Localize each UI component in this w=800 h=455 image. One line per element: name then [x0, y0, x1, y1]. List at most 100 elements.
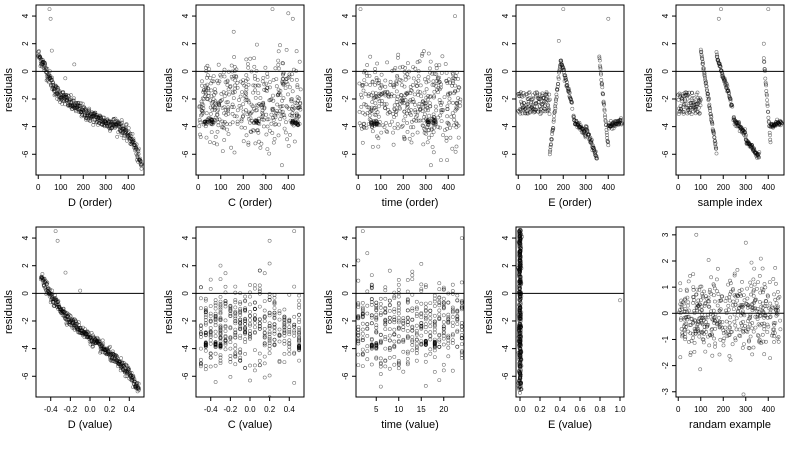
data-point — [432, 82, 437, 87]
data-point — [254, 42, 259, 47]
data-point — [273, 111, 278, 115]
data-point — [597, 54, 602, 59]
data-point — [619, 116, 623, 121]
data-point — [198, 357, 203, 362]
data-point — [47, 80, 52, 85]
data-point — [415, 130, 420, 135]
data-point — [413, 102, 417, 107]
data-point — [432, 304, 437, 308]
data-point — [267, 151, 272, 156]
data-point — [718, 298, 723, 303]
data-point — [267, 310, 272, 315]
data-point — [518, 364, 523, 369]
data-point — [134, 151, 139, 156]
data-point — [748, 316, 753, 320]
data-point — [531, 93, 535, 98]
data-point — [454, 144, 459, 149]
data-point — [248, 309, 252, 314]
data-point — [50, 75, 54, 80]
data-point — [274, 84, 279, 89]
data-point — [383, 78, 388, 83]
data-point — [213, 306, 218, 311]
data-point — [230, 120, 235, 125]
data-point — [410, 339, 415, 344]
data-point — [554, 95, 559, 100]
y-tick-label: 0 — [661, 311, 670, 316]
y-tick-label: 2 — [661, 41, 670, 46]
data-point — [700, 312, 704, 317]
data-point — [764, 83, 769, 88]
data-point — [223, 325, 228, 329]
x-tick-label: 1.0 — [614, 405, 626, 414]
data-point — [519, 387, 523, 392]
data-point — [459, 353, 464, 358]
data-point — [71, 98, 76, 103]
y-tick-label: 0 — [661, 69, 670, 74]
data-point — [455, 100, 460, 105]
data-point — [272, 315, 277, 320]
data-point — [410, 343, 415, 347]
data-point — [686, 303, 690, 308]
data-point — [115, 356, 120, 361]
data-point — [708, 108, 713, 113]
data-point — [704, 329, 709, 334]
data-point — [401, 325, 406, 330]
data-point — [240, 114, 245, 119]
data-point — [282, 325, 287, 329]
data-point — [278, 93, 283, 97]
data-point — [763, 298, 768, 303]
data-point — [281, 61, 286, 66]
data-point — [518, 306, 523, 311]
data-point — [392, 362, 397, 367]
data-point — [714, 146, 719, 151]
data-point — [683, 337, 688, 342]
data-point — [396, 302, 401, 307]
data-point — [741, 392, 746, 397]
data-point — [548, 144, 553, 149]
data-point — [427, 66, 432, 71]
data-point — [428, 337, 433, 342]
data-point — [451, 123, 456, 128]
data-point — [442, 95, 447, 100]
data-point — [267, 351, 272, 356]
data-point — [459, 356, 464, 360]
data-point — [243, 365, 248, 370]
data-point — [517, 355, 522, 360]
data-point — [688, 353, 693, 357]
data-point — [679, 316, 683, 321]
data-point — [218, 326, 223, 331]
data-point — [246, 82, 251, 87]
data-point — [738, 334, 743, 338]
data-point — [379, 72, 384, 77]
data-point — [124, 122, 128, 127]
data-point — [452, 91, 457, 96]
data-point — [297, 358, 302, 363]
data-point — [267, 332, 272, 336]
data-point — [211, 74, 216, 79]
data-point — [739, 293, 744, 298]
data-point — [459, 304, 464, 309]
data-point — [679, 302, 684, 307]
data-point — [453, 14, 457, 19]
data-point — [270, 131, 275, 135]
points-c-value — [198, 229, 302, 397]
data-point — [392, 327, 397, 332]
data-point — [360, 338, 365, 343]
data-point — [698, 298, 703, 303]
data-point — [410, 269, 415, 274]
x-tick-label: 0.4 — [554, 405, 566, 414]
y-tick-label: 2 — [501, 263, 510, 268]
data-point — [233, 309, 238, 314]
data-point — [409, 108, 413, 112]
x-tick-label: 200 — [717, 183, 731, 192]
data-point — [455, 329, 460, 334]
data-point — [298, 107, 303, 112]
data-point — [234, 114, 239, 119]
data-point — [198, 324, 203, 329]
data-point — [437, 79, 442, 84]
data-point — [223, 342, 228, 347]
x-tick-label: 400 — [602, 183, 616, 192]
data-point — [364, 82, 369, 87]
data-point — [434, 72, 439, 77]
data-point — [139, 166, 144, 171]
